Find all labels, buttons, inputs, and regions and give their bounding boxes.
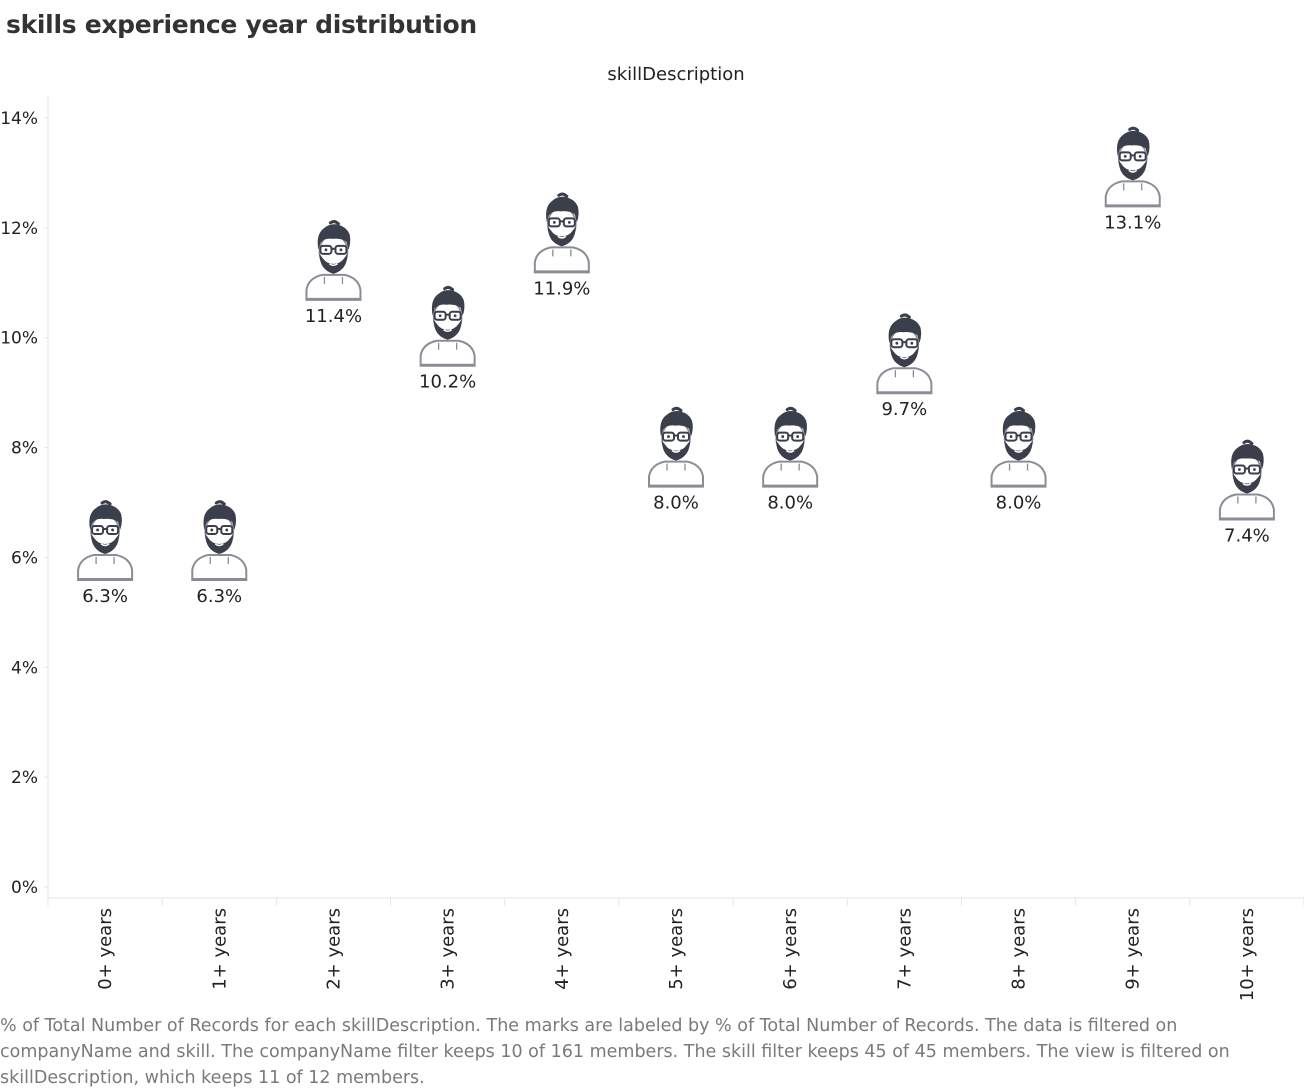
y-tick-label: 14% xyxy=(0,109,38,129)
data-point[interactable]: 11.4% xyxy=(305,220,362,327)
data-label: 8.0% xyxy=(996,493,1042,514)
data-label: 6.3% xyxy=(82,586,128,607)
chart-title: skills experience year distribution xyxy=(6,10,477,39)
person-icon xyxy=(419,285,476,367)
data-point[interactable]: 6.3% xyxy=(77,500,134,607)
data-label: 7.4% xyxy=(1224,526,1270,547)
data-label: 10.2% xyxy=(419,372,476,393)
x-tick-label: 8+ years xyxy=(1009,908,1030,990)
data-label: 8.0% xyxy=(767,493,813,514)
y-tick-label: 4% xyxy=(11,658,38,678)
column-header: skillDescription xyxy=(607,64,744,85)
data-label: 9.7% xyxy=(881,399,927,420)
person-icon xyxy=(533,192,590,274)
data-point[interactable]: 13.1% xyxy=(1104,126,1161,233)
x-tick-label: 2+ years xyxy=(323,908,344,990)
y-axis: 0% 2% 4% 6% 8% 10% 12% 14% xyxy=(0,95,49,898)
x-tick-label: 0+ years xyxy=(95,908,116,990)
y-tick-label: 0% xyxy=(11,878,38,898)
data-label: 13.1% xyxy=(1104,212,1161,233)
person-icon xyxy=(1104,126,1161,208)
x-tick-label: 1+ years xyxy=(209,908,230,990)
data-point[interactable]: 10.2% xyxy=(419,285,476,393)
data-label: 8.0% xyxy=(653,493,699,514)
person-icon xyxy=(77,500,134,581)
y-tick-label: 6% xyxy=(11,548,38,568)
person-icon xyxy=(762,406,819,488)
data-point[interactable]: 9.7% xyxy=(876,313,933,420)
person-icon xyxy=(305,220,362,301)
data-label: 6.3% xyxy=(196,586,242,607)
x-tick-label: 6+ years xyxy=(780,908,801,990)
marks-layer: 6.3% 6.3% 11.4% 10.2% 11.9% 8.0% 8.0% 9.7% 8.0% 1… xyxy=(77,126,1275,607)
y-tick-label: 8% xyxy=(11,439,38,459)
person-icon xyxy=(990,406,1047,488)
data-label: 11.4% xyxy=(305,306,362,327)
x-tick-label: 9+ years xyxy=(1123,908,1144,990)
person-icon xyxy=(876,313,933,395)
data-point[interactable]: 6.3% xyxy=(191,500,248,607)
x-tick-label: 4+ years xyxy=(552,908,573,990)
x-tick-label: 3+ years xyxy=(438,908,459,990)
person-icon xyxy=(1218,439,1275,521)
y-tick-label: 2% xyxy=(11,768,38,788)
x-tick-label: 5+ years xyxy=(666,908,687,990)
y-tick-label: 10% xyxy=(0,329,38,349)
data-point[interactable]: 8.0% xyxy=(762,406,819,514)
data-point[interactable]: 11.9% xyxy=(533,192,590,299)
person-icon xyxy=(191,500,248,581)
x-tick-label: 7+ years xyxy=(894,908,915,990)
data-point[interactable]: 7.4% xyxy=(1218,439,1275,547)
y-tick-label: 12% xyxy=(0,219,38,239)
chart-caption: % of Total Number of Records for each sk… xyxy=(0,1016,1230,1088)
data-label: 11.9% xyxy=(533,278,590,299)
data-point[interactable]: 8.0% xyxy=(990,406,1047,514)
x-tick-label: 10+ years xyxy=(1237,908,1258,1001)
data-point[interactable]: 8.0% xyxy=(648,406,704,514)
person-icon xyxy=(648,406,704,488)
x-axis: 0+ years 1+ years 2+ years 3+ years 4+ years… xyxy=(47,897,1304,1001)
chart-area: skillDescription 0% 2% 4% 6% 8% 10% 12% 14% 0+ … xyxy=(0,64,1304,1001)
